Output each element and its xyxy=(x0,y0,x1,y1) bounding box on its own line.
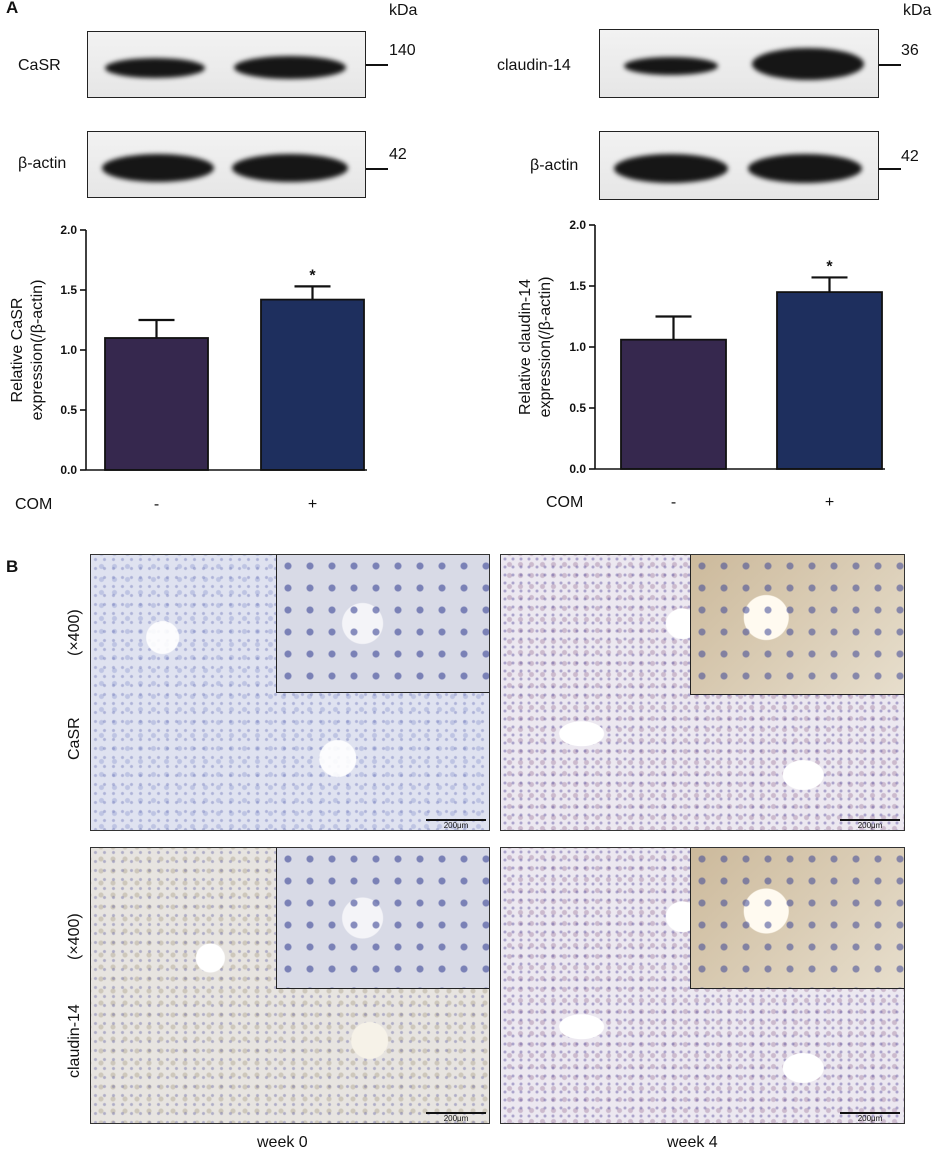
y-tick-label: 2.0 xyxy=(60,223,77,237)
significance-marker: * xyxy=(309,267,316,284)
y-axis-label-line2: expression(/β-actin) xyxy=(29,280,46,421)
scale-bar-casr-week4: 200μm xyxy=(840,819,900,830)
blot-actin-right xyxy=(599,131,879,200)
x-axis-label: COM xyxy=(546,494,583,511)
ihc-col-label-week0: week 0 xyxy=(257,1134,308,1151)
y-axis-label-line1: Relative claudin-14 xyxy=(517,279,534,415)
blot-kda-casr: 140 xyxy=(389,42,416,59)
marker-tick-claudin xyxy=(879,64,901,66)
x-tick-label: + xyxy=(308,496,317,513)
band-actin-left-control xyxy=(102,154,214,182)
y-tick-label: 1.5 xyxy=(60,283,77,297)
micrograph-inset-claudin-week0 xyxy=(276,848,489,989)
band-actin-right-com xyxy=(748,154,862,183)
y-axis-label-line2: expression(/β-actin) xyxy=(537,277,554,418)
blot-label-actin-right: β-actin xyxy=(530,157,579,174)
ihc-magnification-row2: (×400) xyxy=(66,913,83,960)
panel-label-a: A xyxy=(6,0,19,17)
blot-kda-actin-left: 42 xyxy=(389,146,407,163)
bar-control xyxy=(104,337,209,471)
bar-com xyxy=(260,298,365,471)
blot-kda-claudin: 36 xyxy=(901,42,919,59)
y-tick-label: 0.5 xyxy=(569,401,586,415)
micrograph-inset-casr-week4 xyxy=(690,555,904,695)
ihc-row-label-claudin: claudin-14 xyxy=(66,1004,83,1078)
blot-label-casr: CaSR xyxy=(18,57,61,74)
marker-tick-casr xyxy=(366,64,388,66)
x-axis-label: COM xyxy=(15,496,52,513)
micrograph-claudin-week4: 200μm xyxy=(500,847,905,1124)
y-tick-label: 2.0 xyxy=(569,218,586,232)
band-casr-control xyxy=(105,58,205,78)
x-tick-label: - xyxy=(154,496,159,513)
y-tick-label: 1.0 xyxy=(569,340,586,354)
bar-com xyxy=(776,291,883,470)
micrograph-claudin-week0: 200μm xyxy=(90,847,490,1124)
blot-label-claudin: claudin-14 xyxy=(497,57,571,74)
y-tick-label: 0.5 xyxy=(60,403,77,417)
band-actin-right-control xyxy=(614,154,728,183)
band-casr-com xyxy=(234,56,346,79)
significance-marker: * xyxy=(826,258,833,275)
micrograph-casr-week0: 200μm xyxy=(90,554,490,831)
marker-tick-actin-left xyxy=(366,168,388,170)
band-claudin-com xyxy=(752,48,864,80)
bar-chart-casr: 0.0 0.5 1.0 1.5 2.0 Relative CaSR expression(/… xyxy=(9,223,367,513)
micrograph-inset-casr-week0 xyxy=(276,555,489,693)
bar-control xyxy=(620,338,727,470)
blot-label-actin-left: β-actin xyxy=(18,155,67,172)
scale-bar-casr-week0: 200μm xyxy=(426,819,486,830)
ihc-row-label-casr: CaSR xyxy=(66,717,83,760)
y-tick-label: 0.0 xyxy=(60,463,77,477)
marker-tick-actin-right xyxy=(879,168,901,170)
x-tick-label: + xyxy=(825,494,834,511)
blot-claudin xyxy=(599,29,879,98)
y-tick-label: 1.5 xyxy=(569,279,586,293)
y-axis-label-line1: Relative CaSR xyxy=(9,298,26,403)
band-claudin-control xyxy=(624,57,718,75)
micrograph-casr-week4: 200μm xyxy=(500,554,905,831)
y-tick-label: 1.0 xyxy=(60,343,77,357)
bar-chart-claudin: 0.0 0.5 1.0 1.5 2.0 Relative claudin-14 expres… xyxy=(517,218,885,511)
blot-actin-left xyxy=(87,131,366,198)
kda-label-right: kDa xyxy=(903,2,932,19)
blot-casr xyxy=(87,31,366,98)
ihc-magnification-row1: (×400) xyxy=(66,609,83,656)
x-tick-label: - xyxy=(671,494,676,511)
panel-label-b: B xyxy=(6,557,19,576)
scale-bar-claudin-week0: 200μm xyxy=(426,1112,486,1123)
scale-bar-claudin-week4: 200μm xyxy=(840,1112,900,1123)
y-tick-label: 0.0 xyxy=(569,462,586,476)
kda-label-left: kDa xyxy=(389,2,418,19)
micrograph-inset-claudin-week4 xyxy=(690,848,904,989)
ihc-col-label-week4: week 4 xyxy=(667,1134,718,1151)
band-actin-left-com xyxy=(232,154,348,182)
blot-kda-actin-right: 42 xyxy=(901,148,919,165)
